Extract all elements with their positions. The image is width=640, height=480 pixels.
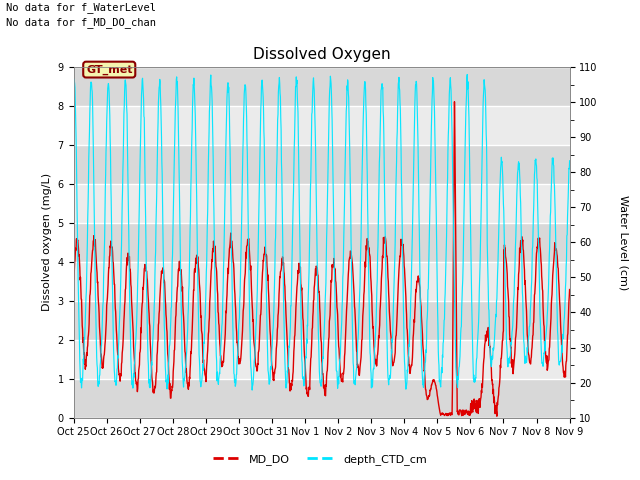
- Legend: MD_DO, depth_CTD_cm: MD_DO, depth_CTD_cm: [208, 450, 432, 469]
- Bar: [74, 340, 570, 379]
- Bar: [74, 301, 570, 340]
- Bar: [74, 67, 570, 106]
- Bar: [74, 184, 570, 223]
- Text: No data for f_MD_DO_chan: No data for f_MD_DO_chan: [6, 17, 156, 28]
- Bar: [74, 379, 570, 418]
- Bar: [74, 106, 570, 145]
- Y-axis label: Dissolved oxygen (mg/L): Dissolved oxygen (mg/L): [42, 173, 52, 312]
- Title: Dissolved Oxygen: Dissolved Oxygen: [253, 47, 390, 62]
- Bar: [74, 145, 570, 184]
- Bar: [74, 223, 570, 262]
- Bar: [74, 262, 570, 301]
- Text: GT_met: GT_met: [86, 64, 132, 75]
- Text: No data for f_WaterLevel: No data for f_WaterLevel: [6, 2, 156, 13]
- Y-axis label: Water Level (cm): Water Level (cm): [618, 195, 628, 290]
